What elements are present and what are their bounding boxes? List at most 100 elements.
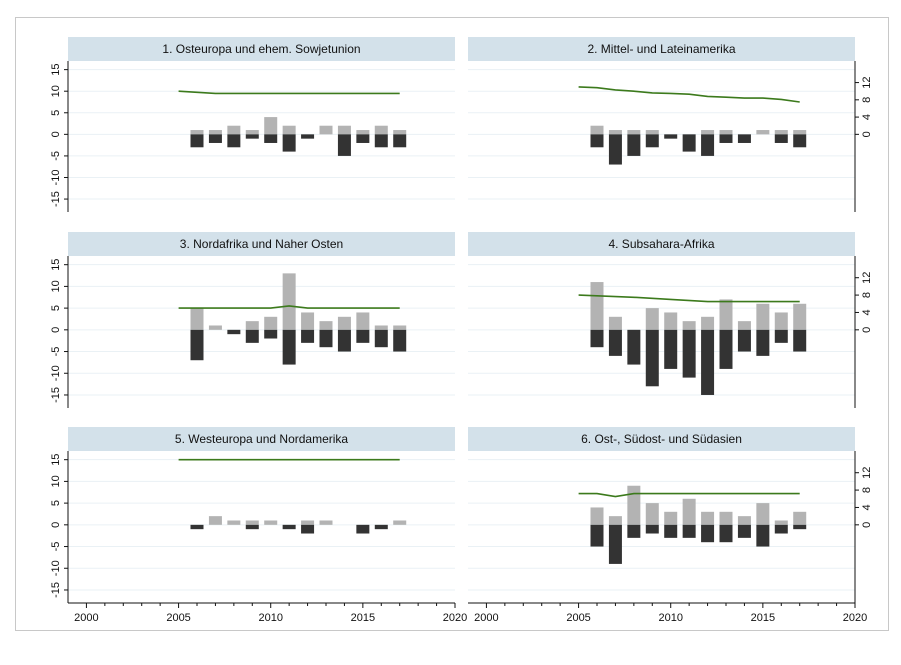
bar-positive [774, 520, 788, 525]
bar-positive [793, 130, 807, 135]
x-tick-label: 2000 [474, 612, 498, 624]
bar-negative [627, 329, 641, 365]
bar-negative [682, 329, 696, 378]
bar-positive [645, 308, 659, 330]
y-tick-label: -10 [50, 365, 62, 381]
bar-positive [627, 485, 641, 525]
bar-negative [227, 329, 241, 335]
bar-negative [356, 329, 370, 343]
y-right-tick-label: 8 [861, 292, 873, 298]
bar-negative [282, 524, 296, 530]
bar-positive [737, 321, 751, 330]
bar-negative [356, 134, 370, 143]
bar-positive [208, 325, 222, 330]
panel-title-band [468, 232, 855, 256]
bar-negative [774, 524, 788, 534]
bar-positive [208, 130, 222, 135]
y-tick-label: 15 [50, 259, 62, 271]
bar-negative [645, 524, 659, 534]
bar-positive [245, 130, 259, 135]
panel-title: 4. Subsahara-Afrika [608, 237, 714, 251]
bar-negative [301, 524, 315, 534]
bar-negative [282, 134, 296, 152]
x-tick-label: 2015 [351, 612, 375, 624]
y-right-tick-label: 4 [861, 309, 873, 315]
bar-negative [590, 329, 604, 348]
bar-negative [393, 329, 407, 352]
bar-negative [590, 134, 604, 148]
panel-title-band [68, 37, 455, 61]
panel-6: 6. Ost-, Südost- und Südasien 12 8 4 0 2000 20… [468, 427, 873, 624]
bar-positive [208, 516, 222, 525]
bar-negative [337, 329, 351, 352]
bar-positive [590, 507, 604, 525]
bar-positive [282, 273, 296, 330]
bar-positive [374, 125, 388, 135]
bar-positive [374, 325, 388, 330]
bar-positive [627, 130, 641, 135]
bar-positive [264, 520, 278, 525]
y-right-tick-label: 12 [861, 76, 873, 88]
bar-positive [590, 125, 604, 135]
panel-title: 6. Ost-, Südost- und Südasien [581, 432, 742, 446]
panel-title-band [68, 232, 455, 256]
y-tick-label: 10 [50, 280, 62, 292]
bar-negative [608, 524, 622, 564]
y-right-tick-label: 4 [861, 114, 873, 120]
y-tick-label: -15 [50, 387, 62, 403]
bar-negative [319, 329, 333, 348]
bar-positive [337, 125, 351, 135]
y-tick-label: -10 [50, 560, 62, 576]
bar-negative [664, 524, 678, 538]
bar-positive [756, 130, 770, 135]
trend-line [178, 90, 400, 95]
bar-positive [645, 130, 659, 135]
bar-positive [608, 516, 622, 525]
y-tick-label: -10 [50, 170, 62, 186]
bar-negative [301, 329, 315, 343]
bar-negative [737, 329, 751, 352]
bar-negative [374, 134, 388, 148]
bar-negative [664, 134, 678, 139]
x-tick-label: 2015 [751, 612, 775, 624]
y-tick-label: -5 [50, 151, 62, 161]
y-right-tick-label: 8 [861, 97, 873, 103]
bar-negative [264, 329, 278, 339]
panel-title: 1. Osteuropa und ehem. Sowjetunion [162, 42, 360, 56]
y-tick-label: 15 [50, 64, 62, 76]
x-tick-label: 2000 [74, 612, 98, 624]
bar-negative [190, 134, 204, 148]
panel-title-band [68, 427, 455, 451]
bar-negative [701, 524, 715, 543]
y-tick-label: 15 [50, 454, 62, 466]
bar-positive [682, 321, 696, 330]
bar-positive [393, 130, 407, 135]
bar-positive [719, 299, 733, 330]
bar-negative [774, 134, 788, 143]
x-tick-label: 2005 [566, 612, 590, 624]
x-tick-label: 2020 [843, 612, 867, 624]
bar-negative [793, 524, 807, 530]
bar-positive [774, 130, 788, 135]
bar-positive [301, 312, 315, 330]
trend-line [578, 492, 800, 498]
trend-line [578, 86, 800, 103]
bar-positive [264, 117, 278, 135]
bar-negative [719, 329, 733, 369]
bar-positive [793, 303, 807, 330]
bar-positive [701, 130, 715, 135]
bar-negative [245, 524, 259, 530]
y-tick-label: 10 [50, 85, 62, 97]
y-tick-label: 10 [50, 475, 62, 487]
bar-negative [337, 134, 351, 156]
bar-negative [608, 329, 622, 356]
bar-positive [190, 308, 204, 330]
bar-negative [356, 524, 370, 534]
y-right-tick-label: 0 [861, 131, 873, 137]
bar-negative [627, 134, 641, 156]
bar-negative [719, 524, 733, 543]
bar-negative [264, 134, 278, 143]
bar-negative [374, 524, 388, 530]
bar-positive [337, 316, 351, 330]
